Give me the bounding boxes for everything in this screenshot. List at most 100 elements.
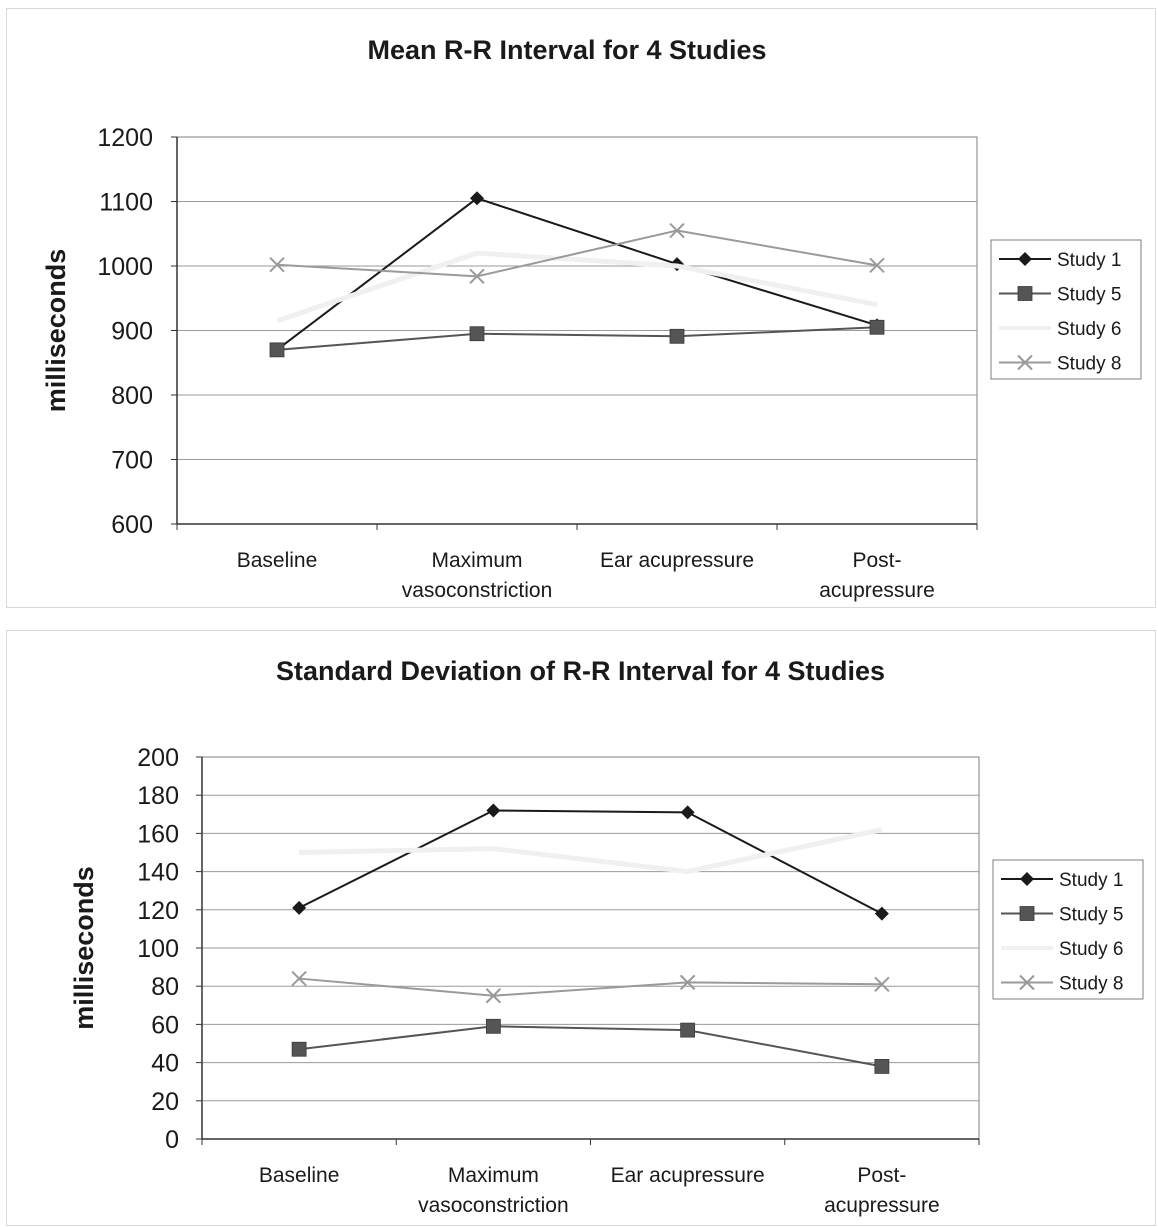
data-point-study-8 xyxy=(269,257,285,273)
legend-item-study-1: Study 1 xyxy=(999,250,1121,271)
data-point-study-8 xyxy=(669,222,685,239)
data-point-study-5 xyxy=(469,326,485,342)
series-study-6 xyxy=(276,250,878,324)
y-tick-label: 700 xyxy=(111,447,153,475)
legend-label: Study 5 xyxy=(1059,905,1123,926)
legend-box xyxy=(992,859,1144,1000)
series-line-study-5 xyxy=(299,1025,883,1068)
series-line-study-6 xyxy=(276,250,878,324)
series-line-study-1 xyxy=(298,809,883,915)
legend: Study 1 Study 5 Study 6 Study 8 xyxy=(990,239,1142,380)
x-tick-label-post-acupressure: acupressure xyxy=(819,579,935,602)
data-point-study-8 xyxy=(679,974,696,991)
x-tick-label-ear-acupressure: Ear acupressure xyxy=(600,549,754,572)
legend-marker-study-8 xyxy=(1017,354,1033,371)
y-tick-label: 140 xyxy=(137,859,179,887)
legend-marker-study-8-stroke-b xyxy=(1017,354,1033,371)
data-point-study-8 xyxy=(291,970,307,987)
data-point-study-5 xyxy=(669,328,685,344)
chart-title: Standard Deviation of R-R Interval for 4… xyxy=(276,656,885,686)
x-tick-label-maximum-vasoconstriction: Maximum xyxy=(431,549,522,572)
data-point-study-1 xyxy=(486,803,501,818)
data-point-study-8-stroke-b xyxy=(869,257,885,274)
data-point-study-5 xyxy=(680,1022,696,1038)
y-tick-label: 180 xyxy=(137,782,179,810)
data-point-study-8-stroke-b xyxy=(469,268,485,285)
legend-label: Study 8 xyxy=(1057,354,1121,375)
legend-item-study-5: Study 5 xyxy=(1001,905,1123,926)
x-tick-label-maximum-vasoconstriction: Maximum xyxy=(448,1164,539,1187)
legend-label: Study 5 xyxy=(1057,285,1121,306)
series-study-8 xyxy=(291,970,890,1004)
y-tick-label: 1000 xyxy=(97,253,153,281)
legend-item-study-5: Study 5 xyxy=(999,285,1121,306)
mean-rr-chart: Mean R-R Interval for 4 Studies milliseco… xyxy=(41,35,1142,602)
y-tick-label: 800 xyxy=(111,382,153,410)
y-tick-label: 20 xyxy=(151,1088,179,1116)
legend-marker-study-5 xyxy=(1019,906,1035,921)
series-study-5 xyxy=(291,1018,890,1074)
legend-label: Study 8 xyxy=(1059,974,1123,995)
legend-item-study-1: Study 1 xyxy=(1001,870,1123,891)
series-study-1 xyxy=(292,803,889,921)
x-tick-label-baseline: Baseline xyxy=(237,549,318,572)
legend-item-study-8: Study 8 xyxy=(1001,974,1123,995)
data-point-study-1 xyxy=(292,900,307,915)
data-point-study-1 xyxy=(680,805,695,820)
y-tick-label: 600 xyxy=(111,511,153,539)
data-point-study-8 xyxy=(869,257,885,274)
data-point-study-8 xyxy=(485,988,502,1004)
y-tick-label: 1200 xyxy=(97,124,153,152)
data-point-study-5 xyxy=(485,1018,501,1034)
data-point-study-8 xyxy=(874,976,890,992)
data-point-study-8-stroke-b xyxy=(874,976,890,992)
data-point-study-8 xyxy=(469,268,485,285)
legend-label: Study 1 xyxy=(1059,870,1123,891)
gridlines xyxy=(177,201,977,460)
data-point-study-5 xyxy=(874,1059,890,1074)
legend-marker-study-1 xyxy=(1020,872,1034,886)
legend-box xyxy=(990,239,1142,380)
series-study-5 xyxy=(269,319,885,358)
legend-item-study-6: Study 6 xyxy=(999,319,1121,340)
y-axis-label: milliseconds xyxy=(41,249,71,413)
sd-rr-chart: Standard Deviation of R-R Interval for 4… xyxy=(69,656,1144,1217)
legend-marker-study-5 xyxy=(1017,286,1033,301)
y-tick-label: 80 xyxy=(151,973,179,1001)
data-point-study-5 xyxy=(869,319,885,335)
series-study-6 xyxy=(299,827,883,875)
y-tick-label: 200 xyxy=(137,744,179,772)
y-tick-label: 160 xyxy=(137,820,179,848)
series-line-study-6 xyxy=(299,827,883,875)
legend-marker-study-8-stroke-b xyxy=(1019,974,1035,991)
y-tick-label: 0 xyxy=(165,1126,179,1154)
legend-label: Study 6 xyxy=(1057,319,1121,340)
data-point-study-8-stroke-b xyxy=(679,974,696,991)
x-tick-label-post-acupressure: acupressure xyxy=(824,1194,940,1217)
series-line-study-8 xyxy=(276,229,878,278)
y-tick-label: 100 xyxy=(137,935,179,963)
legend-label: Study 1 xyxy=(1057,250,1121,271)
y-tick-label: 900 xyxy=(111,318,153,346)
x-tick-label-maximum-vasoconstriction: vasoconstriction xyxy=(418,1194,569,1217)
sd-rr-chart-panel: Standard Deviation of R-R Interval for 4… xyxy=(6,630,1156,1226)
y-tick-label: 120 xyxy=(137,897,179,925)
chart-title: Mean R-R Interval for 4 Studies xyxy=(367,35,766,65)
data-point-study-1 xyxy=(874,906,889,921)
data-point-study-5 xyxy=(269,342,285,358)
series-study-8 xyxy=(269,222,885,285)
data-point-study-5 xyxy=(291,1041,307,1057)
data-point-study-8-stroke-b xyxy=(669,222,685,239)
x-tick-label-ear-acupressure: Ear acupressure xyxy=(611,1164,765,1187)
x-tick-label-post-acupressure: Post- xyxy=(852,549,901,572)
y-axis-label: milliseconds xyxy=(69,866,99,1030)
y-tick-label: 40 xyxy=(151,1050,179,1078)
x-tick-label-baseline: Baseline xyxy=(259,1164,340,1187)
mean-rr-chart-panel: Mean R-R Interval for 4 Studies milliseco… xyxy=(6,8,1156,608)
legend-item-study-6: Study 6 xyxy=(1001,939,1123,960)
data-point-study-8-stroke-b xyxy=(485,988,502,1004)
series-line-study-5 xyxy=(276,326,878,351)
series-line-study-8 xyxy=(299,977,882,997)
data-point-study-1 xyxy=(470,191,484,206)
x-tick-label-post-acupressure: Post- xyxy=(857,1164,906,1187)
